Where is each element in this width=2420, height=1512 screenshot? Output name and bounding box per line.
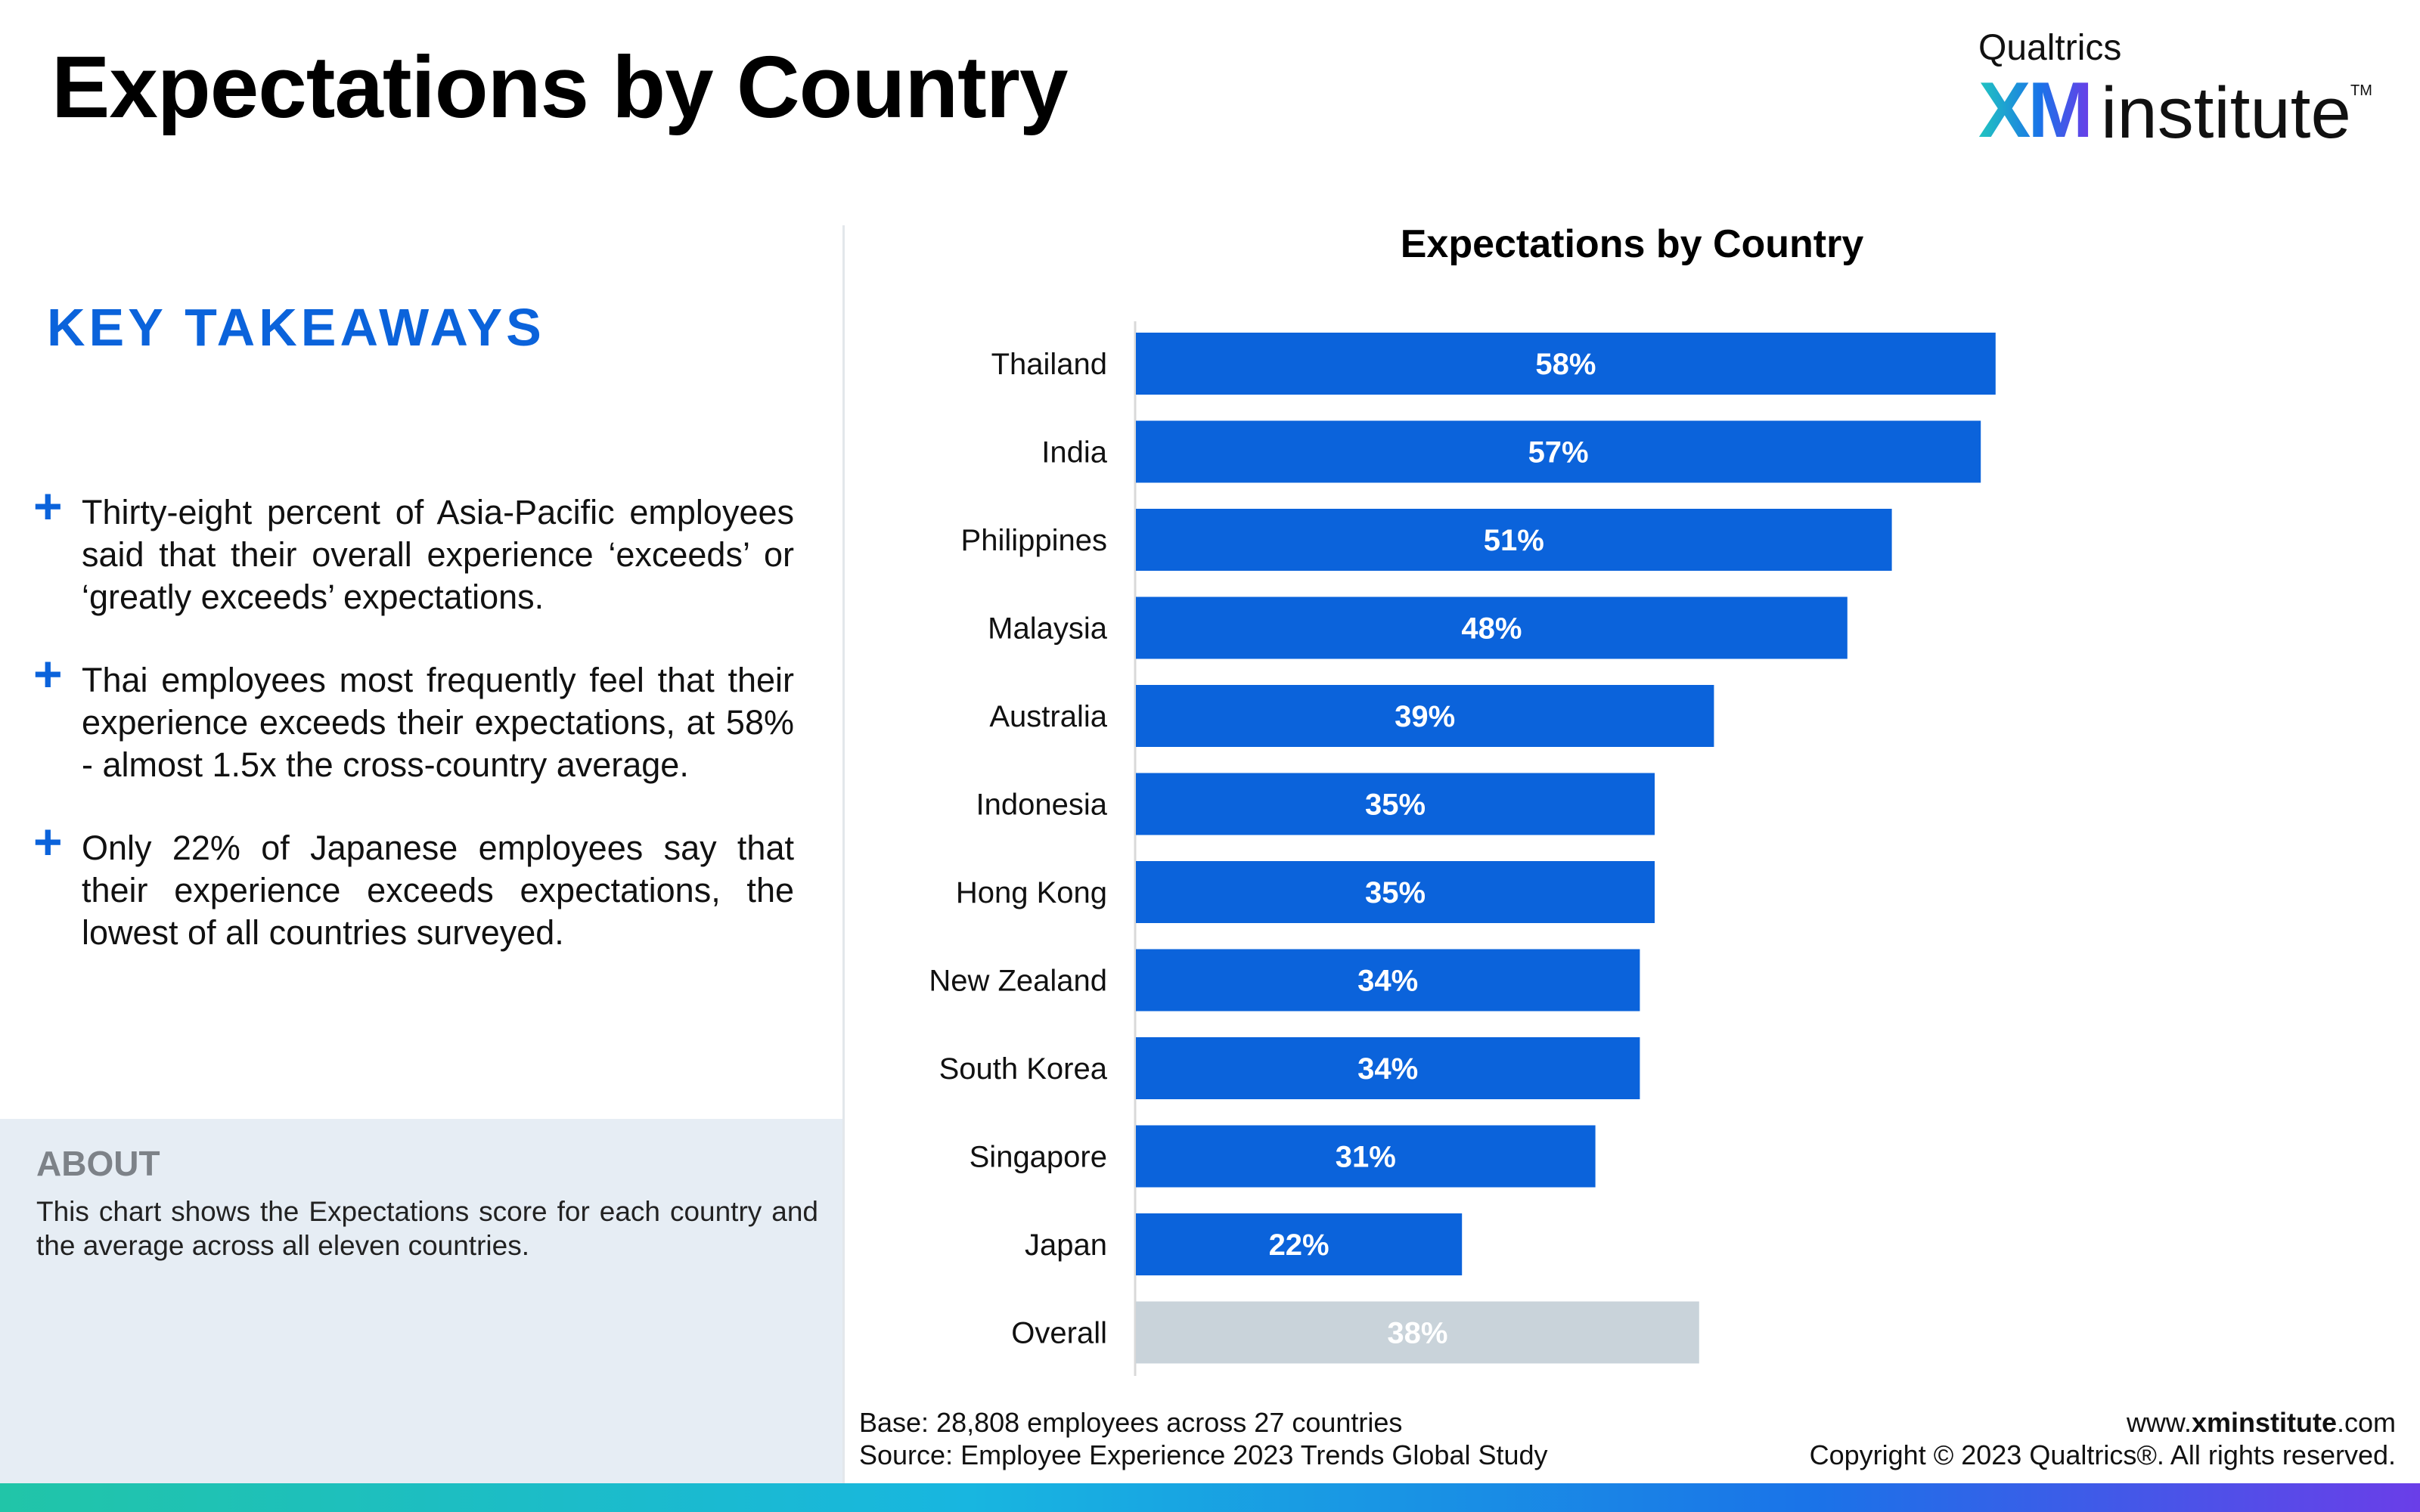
bar-philippines xyxy=(1136,509,1892,571)
about-text: This chart shows the Expectations score … xyxy=(36,1196,818,1261)
category-label-singapore: Singapore xyxy=(970,1141,1107,1174)
value-label-philippines: 51% xyxy=(1484,524,1544,557)
value-label-hong-kong: 35% xyxy=(1365,876,1426,909)
value-label-new-zealand: 34% xyxy=(1357,965,1418,998)
copyright: Copyright © 2023 Qualtrics®. All rights … xyxy=(1809,1439,2396,1470)
bottom-gradient-bar xyxy=(0,1483,2420,1512)
bar-singapore xyxy=(1136,1125,1596,1188)
bar-hong-kong xyxy=(1136,861,1655,923)
category-label-philippines: Philippines xyxy=(961,524,1107,557)
bar-australia xyxy=(1136,685,1714,747)
takeaway-text: Thirty-eight percent of Asia-Pacific emp… xyxy=(82,493,794,616)
takeaway-item: + Thirty-eight percent of Asia-Pacific e… xyxy=(33,481,794,618)
category-label-japan: Japan xyxy=(1025,1228,1107,1262)
value-label-india: 57% xyxy=(1528,436,1589,469)
logo-xm-mark: XM xyxy=(1978,67,2093,154)
category-label-indonesia: Indonesia xyxy=(976,789,1108,822)
bar-overall xyxy=(1136,1301,1699,1364)
about-heading: ABOUT xyxy=(36,1144,160,1183)
category-label-new-zealand: New Zealand xyxy=(929,965,1107,998)
category-label-hong-kong: Hong Kong xyxy=(956,876,1107,909)
category-label-overall: Overall xyxy=(1011,1317,1107,1350)
about-panel: ABOUT This chart shows the Expectations … xyxy=(0,1119,842,1483)
key-takeaways-heading: KEY TAKEAWAYS xyxy=(47,298,545,357)
footer-notes: Base: 28,808 employees across 27 countri… xyxy=(859,1406,1548,1471)
page-title: Expectations by Country xyxy=(51,38,1068,136)
value-label-japan: 22% xyxy=(1269,1228,1329,1262)
category-label-india: India xyxy=(1041,436,1107,469)
bar-new-zealand xyxy=(1136,949,1640,1012)
value-label-australia: 39% xyxy=(1395,700,1455,733)
chart-title: Expectations by Country xyxy=(1401,222,1864,266)
plus-icon: + xyxy=(33,813,63,869)
url-suffix: .com xyxy=(2336,1407,2396,1438)
logo-trademark: TM xyxy=(2350,82,2372,99)
bar-japan xyxy=(1136,1213,1463,1275)
footer-credits: www.xminstitute.com Copyright © 2023 Qua… xyxy=(1810,1406,2396,1471)
expectations-bar-chart: Expectations by Country Thailand 58% India… xyxy=(929,222,1996,1376)
takeaway-item: + Thai employees most frequently feel th… xyxy=(33,649,794,786)
takeaways-list: + Thirty-eight percent of Asia-Pacific e… xyxy=(33,481,794,995)
website-link[interactable]: www.xminstitute.com xyxy=(1810,1406,2396,1439)
value-label-thailand: 58% xyxy=(1535,348,1596,381)
category-label-malaysia: Malaysia xyxy=(988,612,1108,646)
bar-thailand xyxy=(1136,333,1996,395)
takeaway-item: + Only 22% of Japanese employees say tha… xyxy=(33,816,794,954)
xm-institute-logo: Qualtrics XM institute TM xyxy=(1978,28,2372,150)
url-prefix: www. xyxy=(2126,1407,2192,1438)
value-label-south-korea: 34% xyxy=(1357,1052,1418,1086)
chart-bars: Thailand 58% India 57% Philippines 51% Malaysi… xyxy=(929,333,1996,1364)
takeaway-text: Thai employees most frequently feel that… xyxy=(82,661,794,784)
value-label-overall: 38% xyxy=(1387,1317,1447,1350)
plus-icon: + xyxy=(33,646,63,702)
column-divider xyxy=(842,225,845,1483)
value-label-indonesia: 35% xyxy=(1365,789,1426,822)
plus-icon: + xyxy=(33,478,63,534)
category-label-australia: Australia xyxy=(989,700,1107,733)
bar-indonesia xyxy=(1136,773,1655,835)
base-note: Base: 28,808 employees across 27 countri… xyxy=(859,1407,1403,1438)
source-note: Source: Employee Experience 2023 Trends … xyxy=(859,1439,1548,1470)
value-label-malaysia: 48% xyxy=(1461,612,1522,646)
bar-india xyxy=(1136,420,1981,483)
category-label-thailand: Thailand xyxy=(991,348,1107,381)
value-label-singapore: 31% xyxy=(1336,1141,1396,1174)
bar-south-korea xyxy=(1136,1037,1640,1099)
logo-brand: Qualtrics xyxy=(1978,28,2122,68)
url-domain: xminstitute xyxy=(2191,1407,2337,1438)
category-label-south-korea: South Korea xyxy=(939,1052,1108,1086)
bar-malaysia xyxy=(1136,596,1848,659)
takeaway-text: Only 22% of Japanese employees say that … xyxy=(82,829,794,952)
logo-product: institute xyxy=(2101,73,2351,153)
